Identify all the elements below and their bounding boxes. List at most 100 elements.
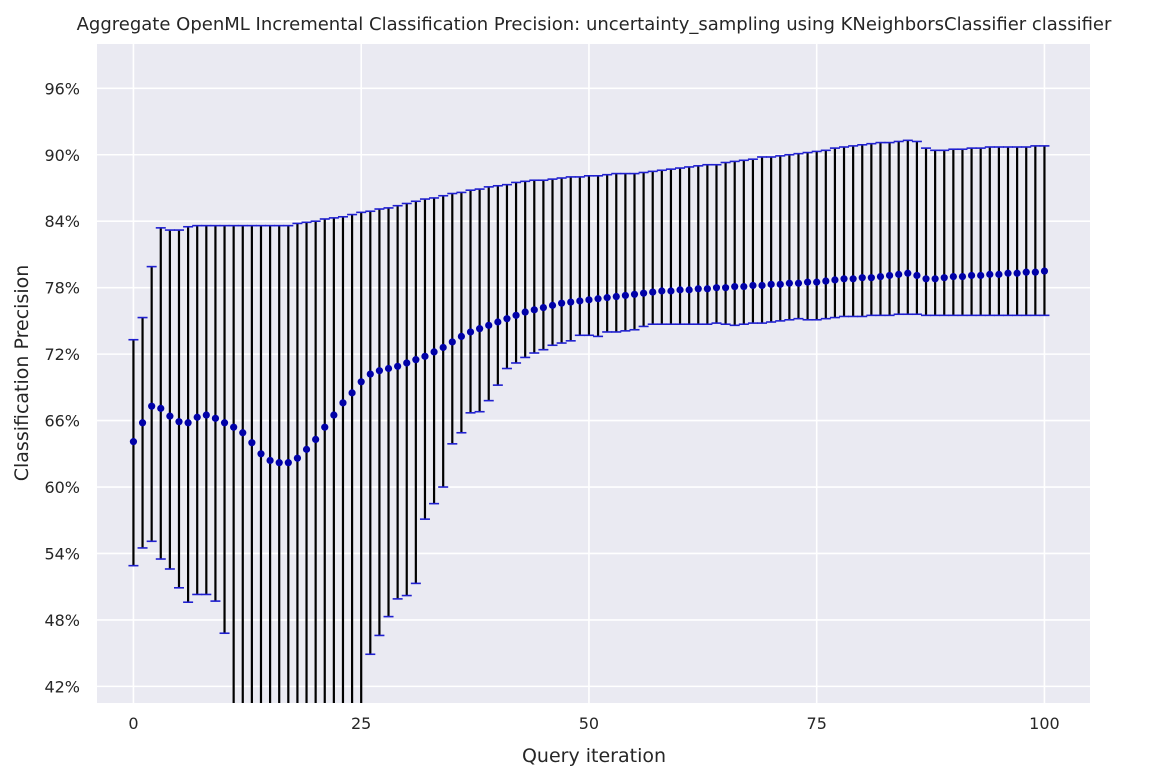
mean-point — [667, 287, 675, 295]
mean-point — [193, 413, 201, 421]
mean-point — [302, 445, 311, 453]
mean-point — [403, 359, 411, 367]
mean-point — [412, 356, 420, 364]
mean-point — [157, 404, 165, 412]
mean-markers — [129, 267, 1049, 467]
mean-point — [849, 275, 857, 283]
mean-point — [1031, 268, 1039, 276]
mean-point — [166, 412, 174, 420]
mean-point — [129, 438, 138, 446]
mean-point — [594, 295, 602, 303]
mean-point — [512, 311, 520, 319]
mean-point — [357, 378, 365, 386]
mean-point — [257, 450, 265, 458]
mean-point — [931, 275, 939, 283]
mean-point — [485, 321, 493, 329]
mean-point — [275, 459, 283, 467]
mean-point — [803, 278, 812, 286]
mean-point — [348, 389, 356, 397]
mean-point — [558, 299, 566, 307]
plot-area — [97, 44, 1090, 703]
x-axis-label: Query iteration — [522, 745, 666, 767]
mean-point — [913, 271, 921, 280]
mean-point — [949, 272, 957, 281]
mean-point — [776, 280, 784, 288]
mean-point — [712, 284, 721, 292]
mean-point — [612, 292, 620, 301]
grid-lines — [97, 44, 1090, 703]
mean-point — [585, 296, 593, 304]
mean-point — [967, 271, 976, 280]
mean-point — [211, 414, 220, 422]
y-tick-label: 96% — [44, 79, 80, 98]
mean-point — [384, 364, 393, 373]
mean-point — [439, 343, 447, 352]
mean-point — [175, 418, 183, 426]
mean-point — [794, 279, 803, 287]
mean-point — [977, 271, 985, 280]
mean-point — [876, 272, 885, 281]
mean-point — [895, 270, 903, 278]
mean-point — [521, 308, 529, 316]
mean-point — [239, 429, 247, 437]
y-tick-label: 42% — [44, 677, 80, 696]
x-tick-label: 0 — [128, 714, 138, 733]
mean-point — [749, 281, 757, 290]
x-tick-label: 50 — [579, 714, 599, 733]
y-tick-label: 66% — [44, 412, 80, 431]
x-tick-label: 75 — [807, 714, 827, 733]
y-tick-label: 72% — [44, 345, 80, 364]
mean-point — [339, 399, 347, 407]
mean-point — [148, 402, 156, 410]
y-tick-label: 54% — [44, 544, 80, 563]
mean-point — [476, 325, 484, 333]
mean-point — [430, 348, 438, 356]
mean-point — [530, 306, 538, 314]
mean-point — [922, 275, 930, 283]
mean-point — [375, 367, 384, 375]
mean-point — [867, 274, 875, 282]
mean-point — [448, 338, 456, 346]
mean-point — [676, 286, 684, 294]
mean-point — [840, 275, 848, 283]
mean-point — [394, 362, 402, 370]
mean-point — [694, 285, 702, 293]
mean-point — [721, 284, 730, 292]
mean-point — [539, 304, 547, 312]
mean-point — [813, 278, 821, 286]
mean-point — [885, 271, 894, 280]
y-tick-label: 48% — [44, 611, 80, 630]
y-tick-label: 90% — [44, 146, 80, 165]
mean-point — [248, 439, 256, 447]
mean-point — [731, 282, 739, 291]
mean-point — [649, 288, 657, 296]
mean-point — [740, 282, 748, 291]
mean-point — [576, 297, 584, 305]
chart-title: Aggregate OpenML Incremental Classificat… — [77, 14, 1112, 35]
mean-point — [630, 290, 639, 298]
y-axis-label: Classification Precision — [11, 265, 33, 482]
mean-point — [421, 352, 429, 360]
mean-point — [230, 423, 238, 431]
mean-point — [703, 285, 711, 293]
mean-point — [184, 419, 192, 427]
mean-point — [284, 459, 292, 467]
mean-point — [995, 270, 1003, 278]
mean-point — [603, 294, 611, 302]
mean-point — [293, 454, 302, 462]
mean-point — [767, 280, 775, 288]
mean-point — [1022, 268, 1030, 276]
mean-point — [321, 423, 329, 431]
mean-point — [457, 332, 466, 340]
y-tick-label: 60% — [44, 478, 80, 497]
x-tick-label: 100 — [1029, 714, 1060, 733]
mean-point — [940, 274, 948, 282]
y-tick-label: 84% — [44, 212, 80, 231]
mean-point — [685, 286, 693, 294]
mean-point — [567, 298, 575, 306]
mean-point — [621, 291, 629, 300]
mean-point — [640, 289, 648, 297]
mean-point — [220, 419, 229, 427]
mean-point — [658, 287, 666, 295]
